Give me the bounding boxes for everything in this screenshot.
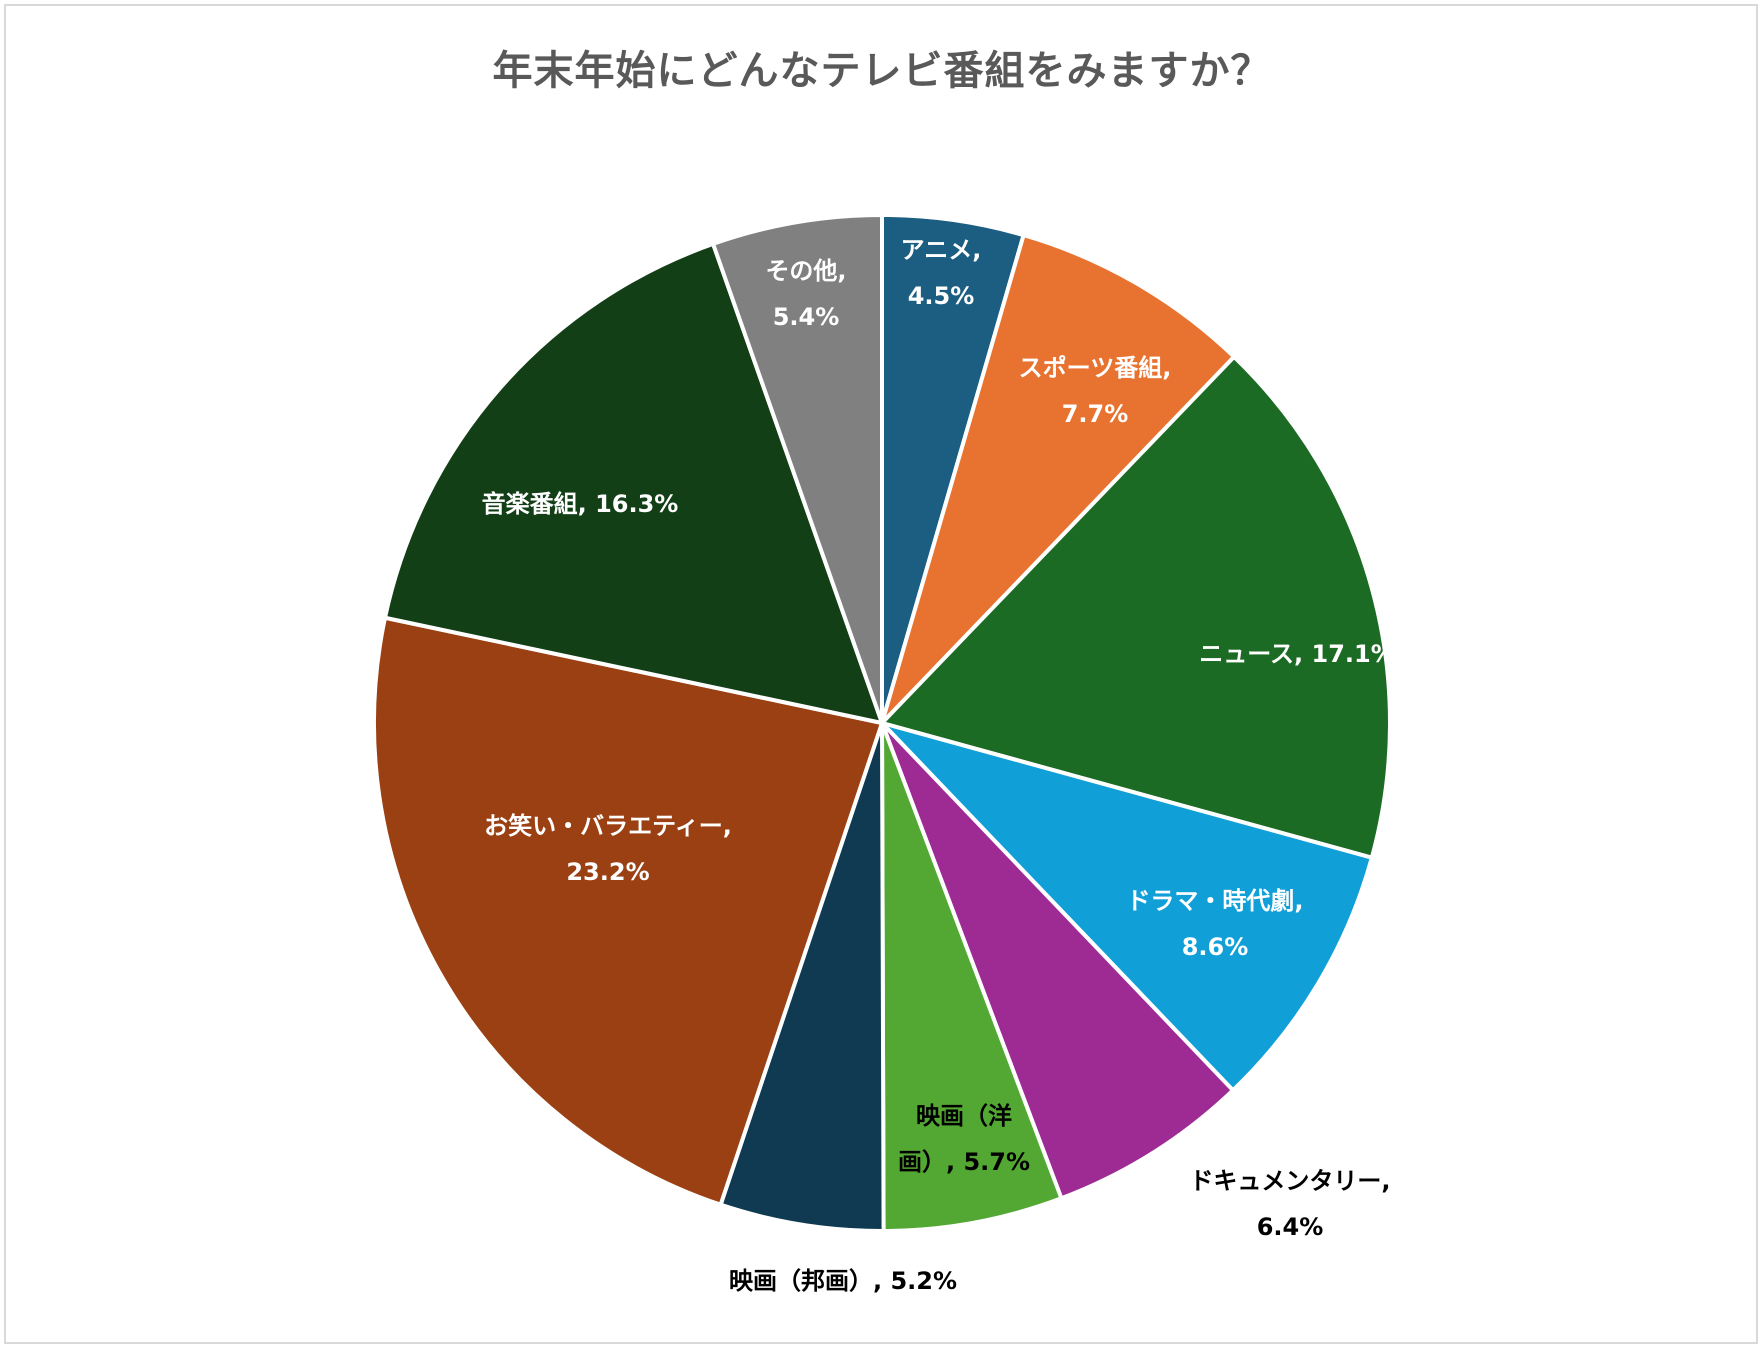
data-label-1-line-2: 4.5% xyxy=(908,282,975,310)
data-label-6-line-2: 画）, 5.7% xyxy=(898,1148,1030,1176)
data-label-8-line-1: お笑い・バラエティー, xyxy=(484,812,732,840)
data-label-9-line-1: 音楽番組, 16.3% xyxy=(482,490,679,518)
data-label-1-line-1: アニメ, xyxy=(901,236,982,264)
data-label-8-line-2: 23.2% xyxy=(566,858,649,886)
data-label-3-line-1: ニュース, 17.1% xyxy=(1199,640,1395,668)
data-label-4-line-2: 8.6% xyxy=(1182,933,1249,961)
pie-slice-3 xyxy=(880,354,1392,860)
data-label-4-line-1: ドラマ・時代劇, xyxy=(1126,887,1303,915)
data-label-6-line-1: 映画（洋 xyxy=(916,1102,1012,1130)
pie-labels: アニメ, 4.5% スポーツ番組, 7.7% ニュース, 17.1% ドラマ・時代劇, 8.… xyxy=(482,236,1395,1295)
pie-slice-9 xyxy=(383,241,884,725)
pie-slices xyxy=(372,213,1392,1234)
pie-slice-2 xyxy=(880,233,1237,725)
data-label-2-line-2: 7.7% xyxy=(1062,400,1129,428)
pie-slice-7 xyxy=(718,721,886,1234)
pie-slice-10 xyxy=(711,213,884,725)
data-label-5-line-2: 6.4% xyxy=(1257,1213,1324,1241)
pie-slice-6 xyxy=(880,721,1064,1233)
chart-title: 年末年始にどんなテレビ番組をみますか？ xyxy=(492,48,1272,94)
data-label-7-line-1: 映画（邦画）, 5.2% xyxy=(729,1267,957,1295)
data-label-5-line-1: ドキュメンタリー, xyxy=(1189,1167,1390,1195)
data-label-10-line-2: 5.4% xyxy=(773,303,840,331)
pie-slice-8 xyxy=(372,615,884,1207)
data-label-2-line-1: スポーツ番組, xyxy=(1019,354,1172,382)
data-label-10-line-1: その他, xyxy=(765,257,846,285)
pie-slice-5 xyxy=(880,721,1235,1201)
pie-slice-4 xyxy=(880,721,1374,1093)
